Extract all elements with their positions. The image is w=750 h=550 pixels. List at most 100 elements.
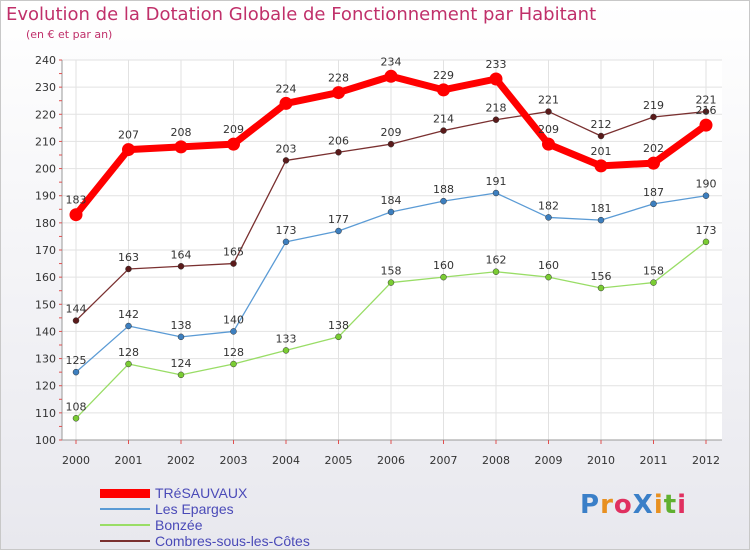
x-tick-label: 2004: [272, 454, 300, 467]
y-tick-label: 210: [35, 135, 56, 148]
data-point-les-eparges: [440, 197, 447, 205]
legend-item-les-eparges: Les Eparges: [100, 501, 400, 517]
data-point-bonzee: [440, 273, 447, 281]
data-label-combres-sous-les-cotes: 209: [381, 126, 402, 139]
data-point-bonzee: [335, 333, 342, 341]
data-label-bonzee: 128: [223, 346, 244, 359]
data-point-les-eparges: [177, 333, 185, 341]
data-point-bonzee: [125, 360, 132, 368]
legend-swatch: [100, 488, 150, 498]
data-label-les-eparges: 142: [118, 308, 139, 321]
data-point-tresauvaux: [174, 140, 188, 154]
data-label-combres-sous-les-cotes: 144: [66, 303, 87, 316]
y-tick-label: 130: [35, 353, 56, 366]
x-tick-label: 2006: [377, 454, 405, 467]
data-point-bonzee: [72, 415, 80, 422]
data-label-les-eparges: 190: [696, 178, 717, 191]
data-label-tresauvaux: 216: [696, 104, 717, 117]
data-label-combres-sous-les-cotes: 163: [118, 251, 139, 264]
data-label-tresauvaux: 234: [381, 55, 402, 68]
data-label-combres-sous-les-cotes: 206: [328, 134, 349, 147]
x-tick-label: 2000: [62, 454, 90, 467]
y-tick-label: 220: [35, 108, 56, 121]
data-point-combres-sous-les-cotes: [545, 108, 552, 115]
data-label-bonzee: 128: [118, 346, 139, 359]
data-point-les-eparges: [387, 208, 395, 216]
x-tick-label: 2003: [220, 454, 248, 467]
chart-subtitle: (en € et par an): [26, 28, 113, 41]
x-tick-label: 2011: [640, 454, 668, 467]
logo-letter: i: [653, 490, 664, 520]
data-point-les-eparges: [282, 238, 290, 246]
y-tick-label: 170: [35, 244, 56, 257]
data-point-bonzee: [282, 347, 290, 354]
data-point-bonzee: [545, 273, 552, 281]
proxiti-logo[interactable]: ProXiti: [580, 490, 687, 520]
x-tick-label: 2010: [587, 454, 615, 467]
data-point-les-eparges: [125, 322, 132, 330]
data-point-bonzee: [702, 238, 710, 246]
logo-letter: t: [663, 490, 678, 520]
y-tick-label: 150: [35, 298, 56, 311]
data-point-les-eparges: [72, 368, 80, 376]
data-label-tresauvaux: 228: [328, 72, 349, 85]
x-tick-label: 2012: [692, 454, 720, 467]
data-label-les-eparges: 125: [66, 354, 87, 367]
data-label-bonzee: 160: [538, 259, 559, 272]
data-label-les-eparges: 187: [643, 186, 664, 199]
data-label-les-eparges: 191: [486, 175, 507, 188]
data-point-tresauvaux: [279, 96, 293, 110]
legend-item-tresauvaux: TRéSAUVAUX: [100, 485, 400, 501]
data-label-combres-sous-les-cotes: 219: [643, 99, 664, 112]
data-label-combres-sous-les-cotes: 221: [696, 94, 717, 107]
data-label-combres-sous-les-cotes: 203: [276, 142, 297, 155]
data-label-bonzee: 160: [433, 259, 454, 272]
y-tick-label: 230: [35, 81, 56, 94]
data-label-tresauvaux: 202: [643, 142, 664, 155]
data-label-les-eparges: 173: [276, 224, 297, 237]
logo-letter: P: [580, 490, 601, 520]
data-point-bonzee: [492, 268, 500, 275]
data-label-bonzee: 138: [328, 319, 349, 332]
data-label-tresauvaux: 229: [433, 69, 454, 82]
data-point-les-eparges: [702, 192, 710, 199]
data-point-les-eparges: [545, 214, 552, 221]
legend-item-bonzee: Bonzée: [100, 517, 400, 533]
data-point-combres-sous-les-cotes: [387, 140, 395, 148]
x-tick-label: 2009: [535, 454, 563, 467]
legend-swatch: [100, 524, 150, 526]
data-point-combres-sous-les-cotes: [440, 127, 447, 134]
data-label-tresauvaux: 208: [171, 126, 192, 139]
data-point-combres-sous-les-cotes: [282, 157, 290, 164]
data-point-tresauvaux: [437, 83, 450, 97]
data-label-tresauvaux: 209: [538, 123, 559, 136]
data-label-tresauvaux: 224: [276, 82, 297, 95]
data-label-les-eparges: 181: [591, 202, 612, 215]
data-point-combres-sous-les-cotes: [230, 260, 237, 267]
logo-letter: i: [677, 490, 688, 520]
y-tick-label: 180: [35, 217, 56, 230]
data-label-bonzee: 108: [66, 400, 87, 413]
data-label-bonzee: 173: [696, 224, 717, 237]
data-label-tresauvaux: 209: [223, 123, 244, 136]
data-label-les-eparges: 184: [381, 194, 402, 207]
y-tick-label: 240: [35, 54, 56, 67]
data-label-tresauvaux: 233: [486, 58, 507, 71]
data-point-tresauvaux: [699, 118, 713, 132]
legend-swatch: [100, 508, 150, 510]
data-point-tresauvaux: [384, 69, 398, 83]
legend-label: TRéSAUVAUX: [155, 485, 248, 501]
data-label-combres-sous-les-cotes: 164: [171, 248, 192, 261]
logo-letter: X: [632, 490, 654, 520]
legend-label: Bonzée: [155, 517, 203, 533]
y-tick-label: 140: [35, 325, 56, 338]
data-label-bonzee: 158: [643, 265, 664, 278]
data-label-les-eparges: 188: [433, 183, 454, 196]
data-point-bonzee: [230, 360, 237, 368]
data-label-tresauvaux: 207: [118, 129, 139, 142]
data-point-les-eparges: [650, 200, 657, 208]
data-point-combres-sous-les-cotes: [125, 265, 132, 273]
data-point-combres-sous-les-cotes: [597, 132, 605, 140]
legend-item-combres-sous-les-cotes: Combres-sous-les-Côtes: [100, 533, 400, 549]
